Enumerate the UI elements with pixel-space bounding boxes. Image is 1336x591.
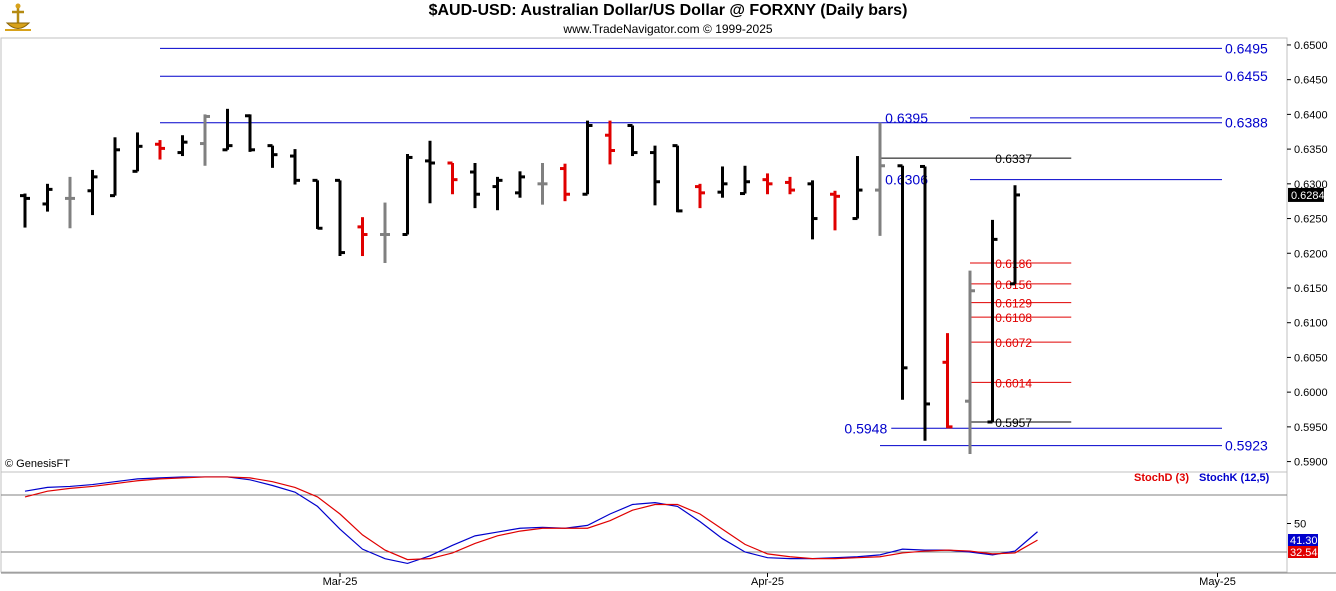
x-tick-label: Apr-25	[751, 576, 784, 588]
y-tick-label: 0.6150	[1294, 283, 1328, 295]
stoch-panel-frame	[0, 471, 1288, 573]
y-tick-label: 0.6050	[1294, 352, 1328, 364]
y-tick-label: 0.6300	[1294, 179, 1328, 191]
level-label: 0.6129	[995, 297, 1032, 311]
y-tick-label: 0.6400	[1294, 109, 1328, 121]
level-label: 0.6306	[885, 172, 928, 188]
chart-title: $AUD-USD: Australian Dollar/US Dollar @ …	[428, 2, 908, 19]
stochd-value-label: 32.54	[1290, 547, 1318, 559]
last-price-badge	[1288, 187, 1324, 202]
level-label: 0.6108	[995, 311, 1032, 325]
stochd-legend: StochD (3)	[1134, 472, 1189, 484]
stochk-value-badge	[1288, 534, 1318, 546]
y-tick-label: 0.6200	[1294, 248, 1328, 260]
stoch-series-d	[24, 476, 1038, 561]
level-label: 0.6495	[1225, 40, 1268, 56]
level-label: 0.6014	[995, 376, 1032, 390]
y-tick-label: 0.6450	[1294, 75, 1328, 87]
y-tick-label: 0.6100	[1294, 318, 1328, 330]
y-tick-label: 0.6350	[1294, 144, 1328, 156]
y-tick-label: 0.5950	[1294, 422, 1328, 434]
level-label: 0.6337	[995, 152, 1032, 166]
level-label: 0.6395	[885, 110, 928, 126]
level-label: 0.5948	[844, 420, 887, 436]
genesis-ship-logo	[2, 2, 34, 34]
level-label: 0.6072	[995, 336, 1032, 350]
level-label: 0.6388	[1225, 115, 1268, 131]
chart-subtitle: www.TradeNavigator.com © 1999-2025	[563, 22, 773, 36]
y-tick-label: 0.5900	[1294, 457, 1328, 469]
level-label: 0.5957	[995, 416, 1032, 430]
stochk-legend: StochK (12,5)	[1199, 472, 1270, 484]
y-tick-label: 0.6000	[1294, 387, 1328, 399]
y-tick-label: 0.6250	[1294, 214, 1328, 226]
last-price-label: 0.6284	[1291, 190, 1325, 202]
copyright-label: © GenesisFT	[5, 458, 70, 470]
level-label: 0.5923	[1225, 438, 1268, 454]
price-panel-frame	[0, 37, 1288, 473]
stochd-value-badge	[1288, 546, 1318, 558]
x-tick-label: Mar-25	[323, 576, 358, 588]
x-tick-label: May-25	[1199, 576, 1236, 588]
stochk-value-label: 41.30	[1290, 535, 1318, 547]
stoch-y-tick-label: 50	[1294, 519, 1306, 531]
y-tick-label: 0.6500	[1294, 40, 1328, 52]
level-label: 0.6455	[1225, 68, 1268, 84]
